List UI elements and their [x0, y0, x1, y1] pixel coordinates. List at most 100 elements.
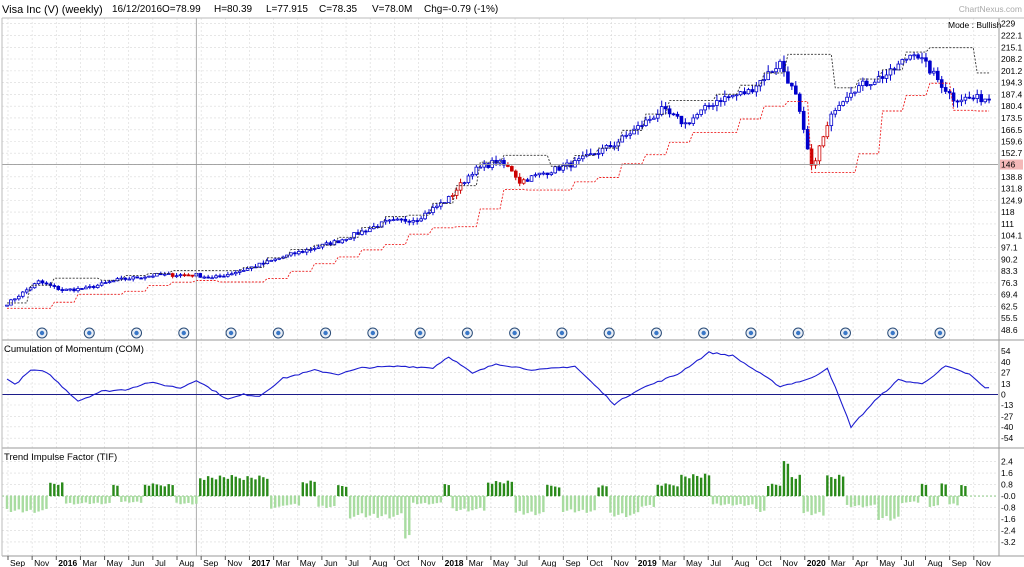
tif-bar — [794, 478, 797, 497]
com-line — [6, 351, 990, 429]
x-tick-label: Nov — [614, 558, 630, 567]
candle-body — [924, 57, 928, 62]
tif-bar — [613, 496, 616, 517]
candle-body — [762, 79, 767, 82]
candle-body — [920, 57, 924, 60]
tif-bar — [151, 483, 155, 497]
candle-body — [513, 170, 518, 178]
axis-strip-2 — [999, 341, 1024, 448]
candle-body — [336, 240, 341, 244]
tif-bar — [368, 496, 372, 516]
candle-body — [423, 212, 427, 220]
tif-bar — [766, 486, 770, 497]
candle-body — [967, 96, 972, 99]
candle-body — [774, 68, 778, 73]
tif-bar — [147, 485, 151, 497]
plot-marks — [2, 18, 998, 556]
tif-bar — [786, 463, 790, 497]
tif-bar — [57, 484, 60, 497]
candle-body — [537, 172, 542, 176]
tif-bar — [317, 496, 320, 507]
tif-bar — [435, 496, 439, 504]
candle-body — [766, 71, 770, 81]
tif-bar — [617, 496, 620, 515]
candle-body — [707, 105, 711, 108]
tif-bar — [865, 496, 868, 507]
tif-bar — [557, 487, 561, 497]
candle-body — [987, 98, 991, 101]
candle-body — [959, 99, 964, 103]
price-tick-label: 201.2 — [1001, 66, 1023, 76]
tif-bar — [605, 486, 608, 497]
candle-body — [36, 280, 41, 285]
tif-bar — [404, 496, 407, 539]
tif-bar — [84, 496, 88, 503]
signal-marker-dot — [890, 330, 895, 336]
tif-bar — [869, 496, 872, 506]
tif-bar — [822, 496, 825, 516]
candle-body — [790, 82, 794, 87]
candle-body — [983, 98, 987, 103]
x-tick-label: Mar — [82, 558, 97, 567]
tif-bar — [254, 479, 257, 497]
candle-body — [734, 94, 739, 97]
signal-marker-dot — [228, 330, 234, 336]
candle-body — [825, 125, 830, 138]
com-tick-label: 54 — [1001, 346, 1011, 356]
tif-bar — [364, 496, 368, 518]
quote-low: L=77.915 — [266, 4, 308, 15]
signal-marker-dot — [748, 330, 754, 336]
tif-bar — [802, 496, 805, 514]
candle-body — [44, 282, 49, 285]
tif-bar — [703, 473, 707, 497]
tif-bar — [5, 496, 9, 509]
candle-body — [782, 60, 786, 73]
candle-body — [726, 96, 731, 99]
candle-body — [364, 230, 368, 233]
candle-body — [801, 111, 806, 130]
tif-bar — [61, 482, 64, 497]
tif-bar — [597, 487, 600, 497]
tif-bar — [471, 496, 474, 511]
x-tick-label: Oct — [396, 558, 410, 567]
tif-bar — [585, 496, 588, 513]
candle-body — [853, 91, 857, 94]
signal-marker-dot — [181, 330, 186, 336]
candle-body — [979, 94, 983, 103]
candle-body — [5, 304, 9, 307]
tif-bar — [167, 484, 170, 497]
candle-body — [971, 97, 976, 100]
signal-marker-dot — [134, 330, 139, 336]
candle-body — [904, 58, 909, 61]
candle-body — [797, 93, 802, 112]
candle-body — [72, 288, 76, 292]
tif-bar — [112, 484, 115, 497]
candle-body — [135, 276, 139, 279]
x-tick-label: Jul — [348, 558, 359, 567]
tif-bar — [96, 496, 99, 503]
price-tick-label: 229 — [1001, 19, 1015, 29]
tif-bar — [889, 496, 892, 521]
tif-bar — [396, 496, 399, 515]
tif-bar — [443, 484, 446, 497]
x-tick-label: Nov — [420, 558, 436, 567]
tif-bar — [344, 486, 348, 497]
candle-body — [324, 242, 329, 245]
watermark: ChartNexus.com — [959, 4, 1022, 14]
quote-date: 16/12/2016 — [112, 4, 163, 15]
candle-body — [975, 94, 980, 99]
tif-bar — [341, 486, 344, 497]
candle-body — [99, 282, 104, 286]
x-tick-label: Nov — [34, 558, 50, 567]
crosshair-price-label: 146 — [1001, 160, 1015, 170]
signal-marker-dot — [937, 330, 943, 336]
candle-body — [908, 54, 912, 60]
tif-bar — [621, 496, 624, 514]
tif-bar — [636, 496, 640, 513]
candle-body — [64, 288, 68, 291]
tif-bar — [763, 496, 766, 511]
tif-bar — [479, 496, 482, 508]
candle-body — [328, 242, 333, 246]
tif-bar — [400, 496, 403, 514]
